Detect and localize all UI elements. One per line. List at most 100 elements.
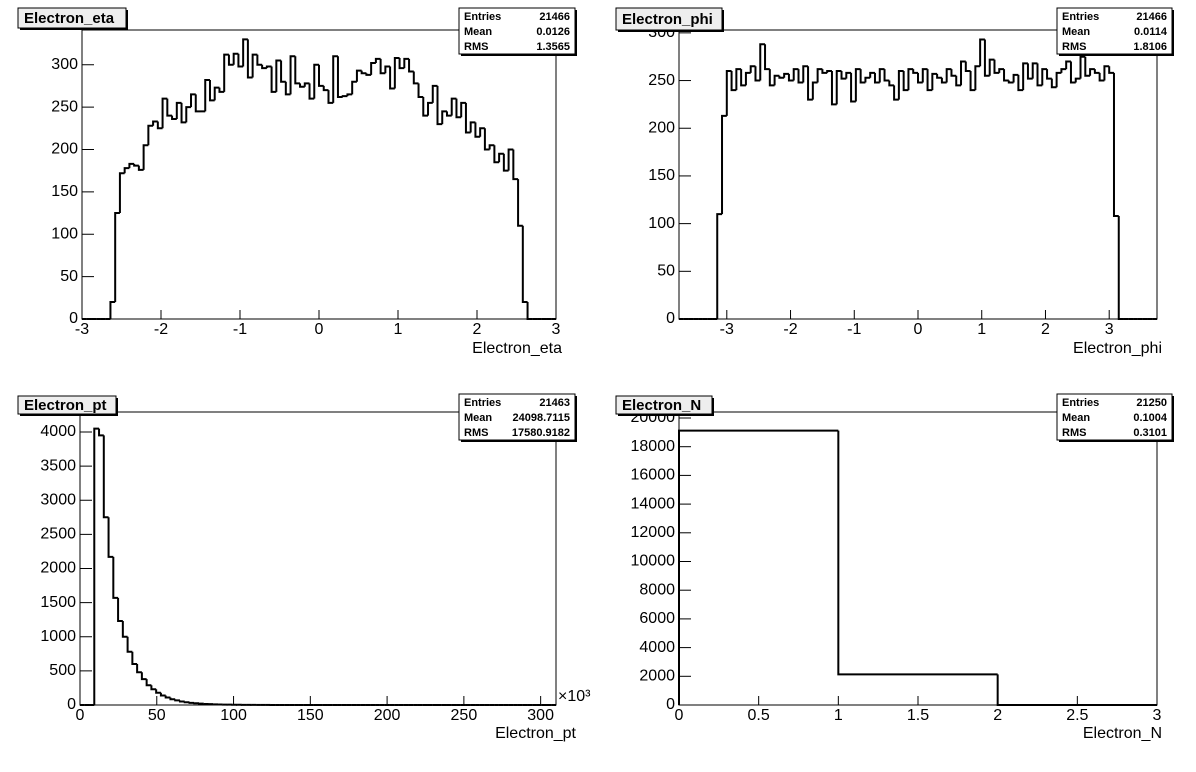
histogram-bin (178, 700, 185, 703)
histogram-bin (1098, 72, 1105, 82)
histogram-bin (864, 76, 871, 83)
histogram-bin (744, 71, 751, 86)
histogram-bin (1093, 69, 1100, 74)
histogram-bin (237, 53, 244, 68)
y-tick-label: 250 (648, 72, 675, 89)
x-tick-label: 150 (297, 707, 324, 724)
histogram-bin (488, 144, 495, 150)
histogram-bin (983, 39, 990, 77)
histogram-bin (902, 71, 909, 92)
plot-frame (678, 411, 1158, 706)
stats-box (458, 393, 576, 441)
histogram-bin (940, 77, 947, 84)
histogram-bin (797, 69, 804, 84)
histogram-bin (1069, 61, 1076, 84)
histogram-bin (109, 301, 116, 319)
histogram-bin (1103, 65, 1110, 81)
histogram-bin (299, 83, 305, 88)
stats-label: Entries (1062, 397, 1099, 409)
histogram-bin (764, 44, 770, 71)
y-tick-label: 0 (67, 696, 76, 713)
histogram-bin (346, 93, 353, 97)
x-tick-label: 200 (374, 707, 401, 724)
histogram-bin (365, 73, 372, 76)
histogram-bin (384, 65, 391, 74)
histogram-bin (517, 179, 523, 227)
title-box (615, 395, 713, 415)
y-tick-label: 0 (666, 310, 675, 327)
y-tick-label: 14000 (631, 495, 676, 512)
histogram-bin (183, 701, 190, 704)
stats-value: 17580.9182 (512, 427, 570, 439)
y-tick-label: 500 (49, 662, 76, 679)
stats-label: Mean (1062, 412, 1090, 424)
histogram-bin (98, 428, 104, 437)
histogram-bin (837, 430, 998, 676)
histogram-bin (993, 59, 1000, 74)
x-tick-label: 0 (675, 707, 684, 724)
x-axis-label: Electron_eta (472, 340, 562, 357)
histogram-bin (185, 106, 192, 123)
histogram-bin (393, 56, 400, 89)
histogram-bin (180, 102, 187, 124)
histogram-bin (1112, 72, 1119, 217)
histogram-bin (988, 58, 995, 76)
stats-value: 0.0126 (536, 26, 570, 38)
histogram-bin (242, 38, 248, 67)
x-tick-label: -3 (720, 321, 734, 338)
x-multiplier: ×10³ (558, 688, 591, 705)
y-tick-label: 250 (51, 98, 78, 115)
histogram-bin (1074, 77, 1081, 83)
y-tick-label: 4000 (40, 423, 76, 440)
histogram-bin (996, 674, 1157, 706)
histogram-bin (759, 43, 766, 81)
y-tick-label: 16000 (631, 467, 676, 484)
histogram-bin (716, 213, 723, 319)
y-tick-label: 200 (648, 119, 675, 136)
histogram-bin (888, 80, 895, 87)
histogram-bin (883, 69, 890, 82)
stats-label: RMS (464, 41, 488, 53)
histogram-bin (174, 699, 180, 702)
histogram-bin (931, 72, 938, 91)
histogram-bin (161, 97, 168, 129)
x-tick-label: 100 (220, 707, 247, 724)
histogram-bin (341, 95, 348, 98)
histogram-bin (778, 75, 785, 79)
histogram-bin (873, 72, 880, 84)
histogram-bin (370, 62, 376, 75)
histogram-bin (227, 54, 234, 66)
histogram-bin (1065, 60, 1071, 70)
x-tick-label: 2.5 (1066, 707, 1088, 724)
y-tick-label: 6000 (639, 610, 675, 627)
histogram-bin (118, 172, 125, 214)
histogram-bin (512, 149, 519, 181)
histogram-bin (251, 53, 258, 78)
histogram-bin (336, 56, 343, 98)
x-tick-label: 250 (451, 707, 478, 724)
histogram-bin (830, 71, 837, 106)
x-tick-label: 0 (914, 321, 923, 338)
histogram-bin (521, 225, 528, 304)
histogram-bin (208, 80, 215, 102)
histogram-bin (360, 70, 367, 75)
title-box (615, 7, 723, 31)
chart-title: Electron_phi (622, 11, 713, 28)
histogram-bin (147, 124, 154, 146)
histogram-bin (845, 71, 852, 79)
x-tick-label: 50 (148, 707, 166, 724)
histogram-bin (526, 302, 533, 320)
histogram-bin (159, 692, 166, 697)
stats-value: 1.8106 (1133, 41, 1167, 53)
histogram-bin (455, 98, 462, 119)
stats-label: Entries (464, 397, 501, 409)
histogram-bin (768, 69, 775, 87)
histogram-bin (469, 121, 476, 133)
histogram-bin (223, 53, 229, 92)
stats-value: 21466 (1136, 11, 1167, 23)
histogram-bin (792, 68, 799, 81)
histogram-bin (145, 679, 152, 687)
histogram-bin (431, 84, 438, 103)
histogram-bin (112, 556, 119, 599)
histogram-bin (721, 114, 727, 215)
